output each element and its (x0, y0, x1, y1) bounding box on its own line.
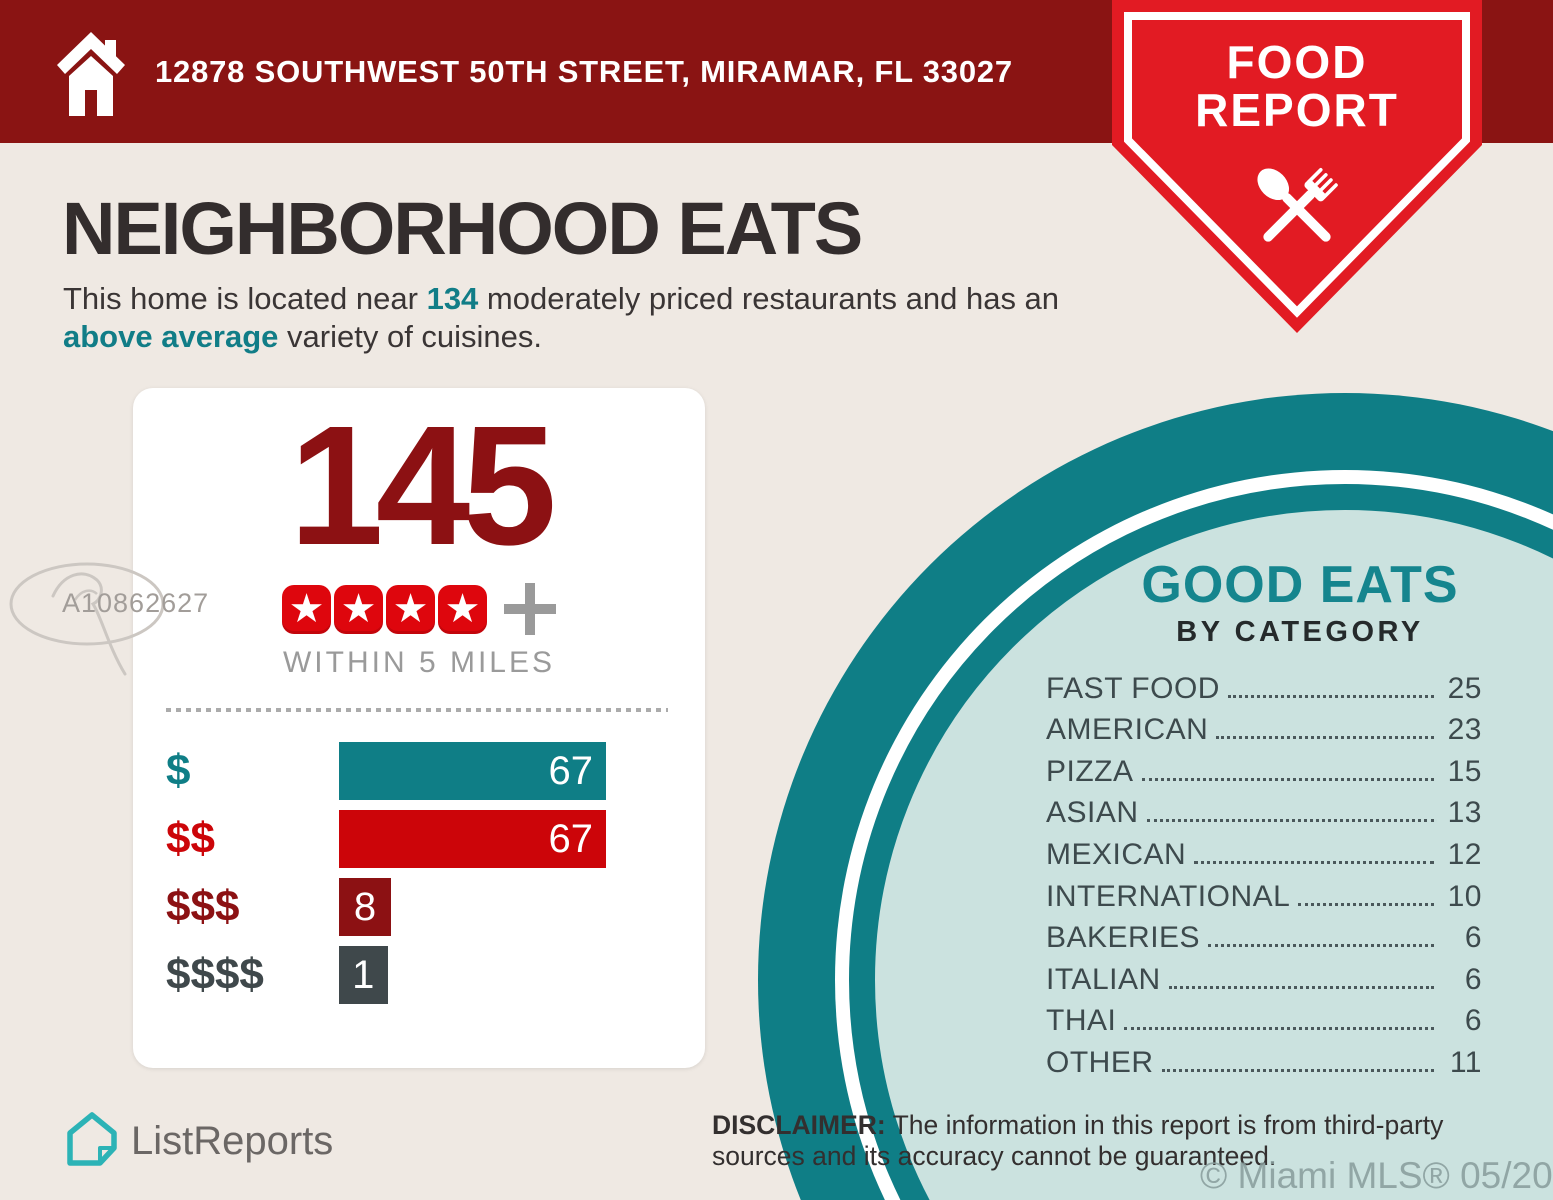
category-label: OTHER (1046, 1045, 1154, 1079)
category-value: 6 (1464, 1004, 1482, 1038)
star-icon: ★ (282, 584, 331, 634)
page-title: NEIGHBORHOOD EATS (62, 187, 863, 270)
price-tier-row: $$ 67 (133, 810, 705, 868)
dotted-leader (1194, 860, 1434, 864)
category-row: MEXICAN 12 (1046, 834, 1482, 876)
price-tier-value: 8 (353, 885, 377, 929)
category-row: ITALIAN 6 (1046, 959, 1482, 1001)
category-label: THAI (1046, 1004, 1117, 1038)
intro-highlight: above average (63, 319, 279, 354)
dashed-divider (166, 708, 668, 712)
ribbon-line2: REPORT (1195, 84, 1399, 136)
disclaimer-label: DISCLAIMER: (712, 1110, 886, 1140)
spoon-fork-icon (1237, 148, 1357, 273)
dotted-leader (1227, 694, 1434, 698)
category-value: 6 (1464, 921, 1482, 955)
intro-pre: This home is located near (63, 281, 427, 316)
dotted-leader (1298, 902, 1434, 906)
good-eats-subtitle: BY CATEGORY (1176, 616, 1424, 648)
category-row: PIZZA 15 (1046, 751, 1482, 793)
price-tier-bar: 8 (339, 878, 391, 936)
category-row: OTHER 11 (1046, 1042, 1482, 1084)
price-tier-value: 67 (548, 817, 594, 861)
dotted-leader (1216, 736, 1434, 740)
ribbon-title: FOOD REPORT (1112, 38, 1482, 134)
category-value: 11 (1449, 1045, 1482, 1079)
mls-id-watermark: A10862627 (62, 588, 210, 618)
category-value: 13 (1447, 796, 1482, 830)
ribbon-line1: FOOD (1226, 36, 1368, 88)
price-tier-bar-chart: $67 $$ 67 $$$ 8 $$$$ 1 (133, 742, 705, 1014)
listreports-wordmark: ListReports (131, 1119, 334, 1163)
home-icon (55, 28, 127, 125)
intro-mid: moderately priced restaurants and has an (478, 281, 1060, 316)
price-tier-label: $$$$ (166, 950, 264, 999)
category-label: FAST FOOD (1046, 671, 1220, 705)
restaurant-summary-card: 145 ★ ★ ★ ★ WITHIN 5 MILES $67 $$ 67 $$$ 8 $$$$ 1 (133, 388, 705, 1068)
price-tier-label: $$$ (166, 882, 240, 931)
good-eats-heading: GOOD EATS BY CATEGORY (1120, 556, 1480, 650)
category-row: FAST FOOD 25 (1046, 668, 1482, 710)
category-value: 6 (1464, 962, 1482, 996)
total-restaurants: 145 (289, 391, 557, 581)
category-list: FAST FOOD 25 AMERICAN 23 PIZZA 15 ASIAN 13 MEXIC… (1046, 668, 1482, 1084)
radius-label: WITHIN 5 MILES (282, 646, 556, 679)
price-tier-bar: 1 (339, 946, 388, 1004)
property-address: 12878 SOUTHWEST 50TH STREET, MIRAMAR, FL… (155, 53, 1013, 89)
mls-credit-watermark: © Miami MLS® 05/2020 (1200, 1155, 1553, 1196)
price-tier-bar: 67 (339, 810, 606, 868)
dotted-leader (1161, 1068, 1434, 1072)
dotted-leader (1208, 944, 1434, 948)
dotted-leader (1124, 1027, 1434, 1031)
disclaimer: DISCLAIMER: The information in this repo… (712, 1110, 1542, 1172)
price-tier-value: 1 (352, 953, 375, 997)
category-value: 23 (1447, 713, 1482, 747)
intro-paragraph: This home is located near 134 moderately… (63, 280, 1093, 356)
category-label: ASIAN (1046, 796, 1139, 830)
good-eats-title: GOOD EATS (1141, 556, 1459, 614)
price-tier-value: 67 (548, 749, 594, 793)
price-tier-label: $ (166, 746, 191, 795)
restaurant-count: 134 (426, 281, 479, 316)
dotted-leader (1141, 777, 1434, 781)
price-tier-row: $67 (133, 742, 705, 800)
star-rating: ★ ★ ★ ★ (133, 583, 705, 635)
category-label: PIZZA (1046, 754, 1134, 788)
mls-watermark-left: A10862627 (5, 556, 208, 691)
dotted-leader (1168, 985, 1434, 989)
category-row: INTERNATIONAL 10 (1046, 876, 1482, 918)
plus-icon (504, 583, 556, 635)
listreports-logo-icon (65, 1110, 119, 1173)
mls-logo-watermark (9, 562, 165, 676)
price-tier-label: $$ (166, 814, 215, 863)
category-label: BAKERIES (1046, 921, 1201, 955)
disclaimer-text: The information in this report is from t… (712, 1110, 1444, 1171)
intro-post: variety of cuisines. (278, 319, 543, 354)
dotted-leader (1146, 819, 1434, 823)
price-tier-bar: 67 (339, 742, 606, 800)
price-tier-row: $$$ 8 (133, 878, 705, 936)
food-report-ribbon: FOOD REPORT (1112, 0, 1482, 333)
star-icon: ★ (334, 584, 383, 634)
category-row: AMERICAN 23 (1046, 710, 1482, 752)
category-label: AMERICAN (1046, 713, 1209, 747)
category-label: ITALIAN (1046, 962, 1161, 996)
price-tier-row: $$$$ 1 (133, 946, 705, 1004)
category-row: THAI 6 (1046, 1001, 1482, 1043)
category-value: 25 (1447, 671, 1482, 705)
category-value: 10 (1447, 879, 1482, 913)
category-value: 12 (1447, 837, 1482, 871)
star-icon: ★ (438, 584, 487, 634)
star-icon: ★ (386, 584, 435, 634)
listreports-brand: ListReports (65, 1110, 333, 1173)
category-value: 15 (1447, 754, 1482, 788)
category-label: INTERNATIONAL (1046, 879, 1291, 913)
category-label: MEXICAN (1046, 837, 1187, 871)
category-row: ASIAN 13 (1046, 793, 1482, 835)
category-row: BAKERIES 6 (1046, 918, 1482, 960)
